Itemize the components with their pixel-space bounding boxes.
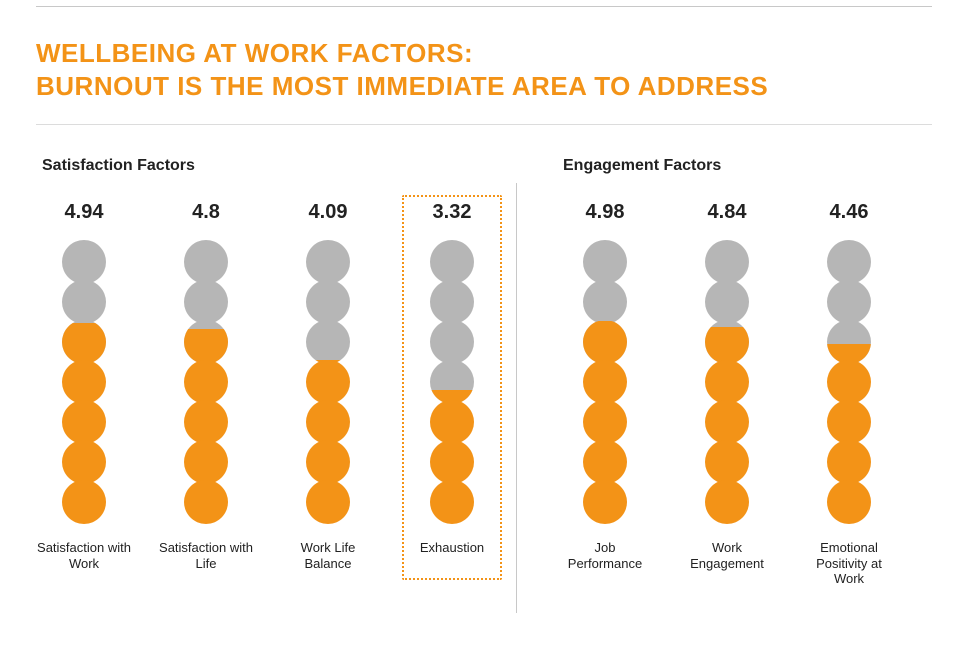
scale-dot <box>827 440 871 484</box>
factor-column: 4.46 Emotional Positivity at Work <box>801 195 897 587</box>
scale-dot <box>306 320 350 364</box>
sub-divider <box>36 124 932 125</box>
group-title-satisfaction: Satisfaction Factors <box>36 157 195 175</box>
scale-dot <box>306 400 350 444</box>
scale-dot-fill <box>62 323 106 364</box>
scale-dot <box>705 240 749 284</box>
scale-dot <box>184 240 228 284</box>
scale-dot <box>705 320 749 364</box>
group-engagement: Engagement Factors 4.98Job Performance4.… <box>547 157 917 587</box>
dot-stack <box>184 244 228 524</box>
dot-stack <box>430 244 474 524</box>
scale-dot <box>430 280 474 324</box>
factor-label: Emotional Positivity at Work <box>801 540 897 587</box>
factor-label: Satisfaction with Life <box>158 540 254 572</box>
scale-dot <box>430 320 474 364</box>
scale-dot <box>583 240 627 284</box>
scale-dot <box>430 360 474 404</box>
factor-score: 4.98 <box>586 201 625 224</box>
factor-label: Satisfaction with Work <box>36 540 132 572</box>
scale-dot <box>306 240 350 284</box>
title-line-2: BURNOUT IS THE MOST IMMEDIATE AREA TO AD… <box>36 71 768 101</box>
scale-dot-fill <box>184 329 228 364</box>
page-title: WELLBEING AT WORK FACTORS: BURNOUT IS TH… <box>36 37 932 102</box>
factor-label: Exhaustion <box>420 540 484 572</box>
scale-dot <box>62 280 106 324</box>
scale-dot <box>705 280 749 324</box>
scale-dot <box>583 440 627 484</box>
scale-dot <box>827 320 871 364</box>
scale-dot <box>583 360 627 404</box>
scale-dot <box>306 440 350 484</box>
charts-container: Satisfaction Factors 4.94 Satisfaction wi… <box>36 157 932 613</box>
scale-dot <box>184 320 228 364</box>
scale-dot <box>827 240 871 284</box>
scale-dot <box>306 280 350 324</box>
scale-dot <box>306 480 350 524</box>
factor-column: 4.09 Work Life Balance <box>280 195 376 580</box>
factor-column: 4.84 Work Engagement <box>679 195 775 587</box>
scale-dot <box>62 240 106 284</box>
factor-score: 3.32 <box>433 201 472 224</box>
vertical-divider <box>516 183 517 613</box>
factor-column: 4.94 Satisfaction with Work <box>36 195 132 580</box>
dot-stack <box>306 244 350 524</box>
factor-score: 4.8 <box>192 201 220 224</box>
scale-dot <box>583 320 627 364</box>
factor-score: 4.94 <box>65 201 104 224</box>
factor-score: 4.46 <box>830 201 869 224</box>
scale-dot <box>827 280 871 324</box>
factor-column: 4.98 Job Performance <box>557 195 653 587</box>
factor-score: 4.84 <box>708 201 747 224</box>
scale-dot <box>184 280 228 324</box>
scale-dot <box>62 400 106 444</box>
scale-dot <box>430 480 474 524</box>
scale-dot <box>62 440 106 484</box>
factor-label: Work Engagement <box>679 540 775 572</box>
scale-dot <box>306 360 350 404</box>
scale-dot <box>430 400 474 444</box>
scale-dot <box>62 480 106 524</box>
satisfaction-columns: 4.94 Satisfaction with Work 4.8 Satisfactio… <box>36 195 502 580</box>
factor-label: Work Life Balance <box>280 540 376 572</box>
scale-dot <box>184 480 228 524</box>
group-title-engagement: Engagement Factors <box>557 157 721 175</box>
top-divider <box>36 6 932 7</box>
scale-dot <box>583 480 627 524</box>
scale-dot <box>705 400 749 444</box>
scale-dot <box>430 440 474 484</box>
scale-dot <box>62 360 106 404</box>
dot-stack <box>583 244 627 524</box>
scale-dot <box>583 280 627 324</box>
scale-dot <box>705 360 749 404</box>
scale-dot <box>827 400 871 444</box>
scale-dot <box>705 440 749 484</box>
scale-dot <box>184 400 228 444</box>
factor-column: 3.32 Exhaustion <box>402 195 502 580</box>
factor-column: 4.8 Satisfaction with Life <box>158 195 254 580</box>
dot-stack <box>62 244 106 524</box>
factor-score: 4.09 <box>309 201 348 224</box>
dot-stack <box>705 244 749 524</box>
title-line-1: WELLBEING AT WORK FACTORS: <box>36 38 473 68</box>
scale-dot-fill <box>583 321 627 364</box>
scale-dot <box>184 440 228 484</box>
scale-dot <box>583 400 627 444</box>
scale-dot <box>705 480 749 524</box>
factor-label: Job Performance <box>557 540 653 572</box>
engagement-columns: 4.98Job Performance4.84Work Engagement4.… <box>557 195 897 587</box>
scale-dot <box>827 360 871 404</box>
scale-dot <box>430 240 474 284</box>
scale-dot <box>827 480 871 524</box>
scale-dot <box>62 320 106 364</box>
dot-stack <box>827 244 871 524</box>
scale-dot <box>184 360 228 404</box>
scale-dot-fill <box>705 327 749 364</box>
group-satisfaction: Satisfaction Factors 4.94 Satisfaction wi… <box>36 157 506 580</box>
